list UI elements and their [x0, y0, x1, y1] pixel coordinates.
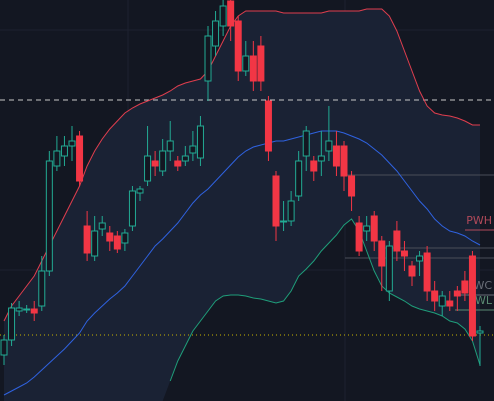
candle-body: [83, 225, 91, 254]
candle-body: [128, 190, 136, 227]
candle-body: [121, 232, 129, 244]
candle-body: [416, 255, 424, 262]
candle-body: [423, 252, 431, 292]
candle-body: [310, 160, 318, 172]
candle-body: [408, 265, 416, 277]
candle-body: [264, 100, 272, 152]
level-label: WL: [475, 294, 493, 307]
candle-body: [181, 155, 189, 162]
candle-body: [468, 255, 476, 337]
candle-body: [227, 0, 235, 27]
candle-body: [15, 307, 23, 312]
candle-body: [91, 230, 99, 257]
band-fill: [4, 9, 480, 401]
candle-body: [363, 225, 371, 232]
candle-body: [453, 290, 461, 297]
candle-body: [272, 175, 280, 227]
candle-body: [76, 135, 84, 182]
candle-body: [53, 150, 61, 167]
candle-body: [0, 339, 8, 356]
candle-body: [242, 55, 250, 72]
band-line: [3, 130, 481, 396]
candle-body: [151, 160, 159, 167]
candle-body: [393, 230, 401, 252]
candle-body: [189, 145, 197, 154]
candle-body: [446, 300, 454, 307]
candle-body: [8, 307, 16, 341]
candle-body: [461, 280, 469, 294]
candle-body: [219, 5, 227, 27]
band-line: [3, 8, 480, 322]
candle-body: [30, 308, 38, 314]
candle-body: [249, 55, 257, 82]
candle-body: [325, 140, 333, 152]
candle-body: [166, 140, 174, 152]
level-label: WC: [473, 279, 492, 292]
candle-body: [144, 155, 152, 182]
candle-body: [204, 35, 212, 82]
candle-body: [234, 20, 242, 72]
candle-body: [159, 150, 167, 172]
candle-body: [400, 250, 408, 257]
candle-body: [287, 200, 295, 222]
candle-body: [302, 130, 310, 157]
candle-body: [38, 270, 46, 307]
candle-body: [136, 188, 144, 194]
candle-body: [355, 222, 363, 252]
candle-body: [295, 160, 303, 197]
candle-body: [378, 240, 386, 267]
candle-body: [257, 45, 265, 82]
band-line: [169, 218, 481, 382]
candle-body: [196, 125, 204, 159]
candle-body: [332, 145, 340, 167]
candle-body: [23, 308, 31, 311]
candle-body: [370, 215, 378, 242]
candle-body: [174, 160, 182, 167]
candle-body: [431, 290, 439, 302]
candle-body: [280, 220, 288, 223]
candle-body: [212, 20, 220, 47]
candle-body: [348, 175, 356, 197]
candle-body: [106, 232, 114, 242]
candle-body: [385, 245, 393, 292]
level-label: PWH: [466, 214, 492, 227]
candle-body: [60, 145, 68, 157]
candle-body: [438, 295, 446, 307]
candle-body: [68, 140, 76, 147]
candle-body: [340, 145, 348, 177]
candle-body: [317, 155, 325, 162]
candle-body: [476, 330, 484, 334]
candle-body: [45, 160, 53, 272]
candle-body: [98, 222, 106, 230]
candle-body: [113, 235, 121, 250]
